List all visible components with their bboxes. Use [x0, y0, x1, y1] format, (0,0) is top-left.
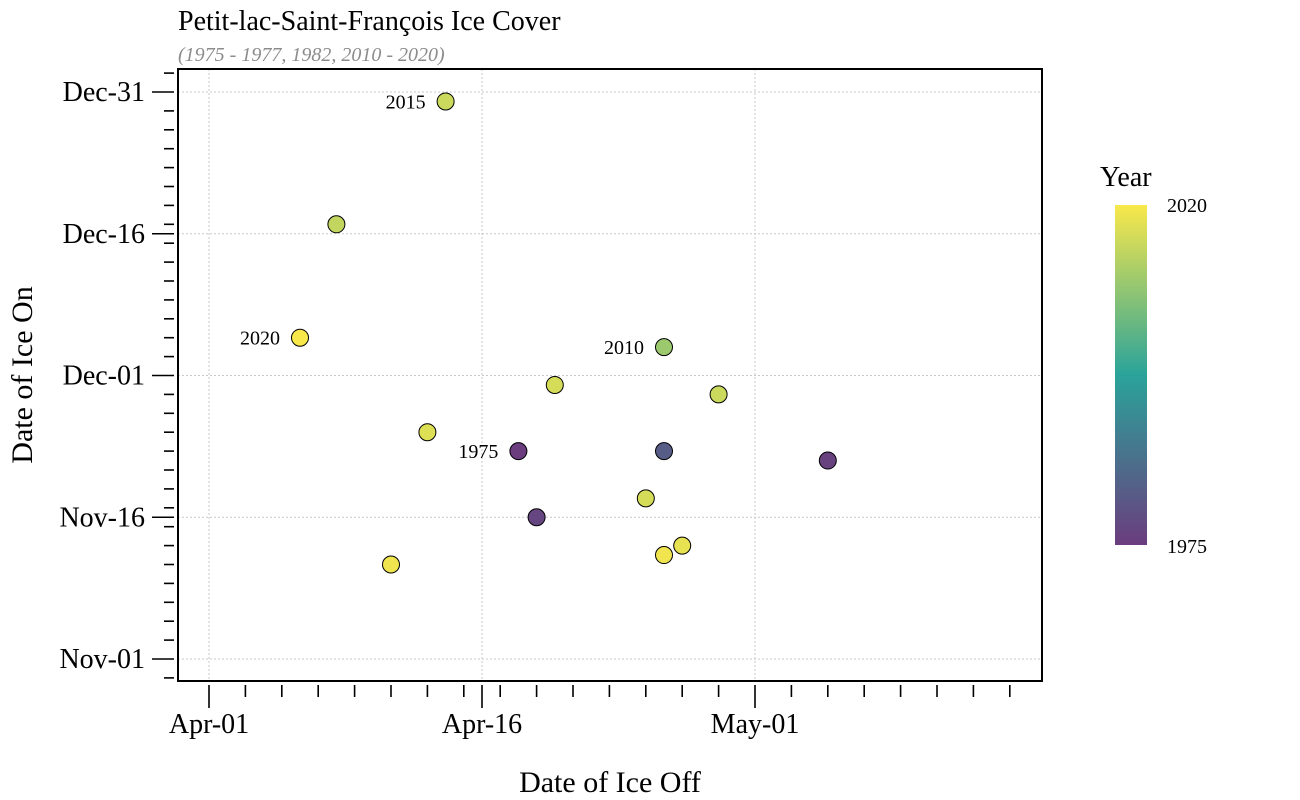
- data-point: [436, 92, 455, 111]
- data-point: [655, 546, 673, 565]
- legend-title: Year: [1100, 162, 1152, 193]
- data-point: [509, 442, 528, 461]
- point-label: 2015: [386, 91, 426, 113]
- data-point: [545, 375, 564, 394]
- y-tick-label: Nov-01: [59, 644, 145, 675]
- y-axis-title: Date of Ice On: [6, 286, 39, 463]
- axis-ticks: [152, 72, 1011, 708]
- x-tick-label: Apr-01: [169, 709, 249, 740]
- plot-panel: [177, 68, 1043, 682]
- data-point: [673, 536, 692, 555]
- chart-subtitle: (1975 - 1977, 1982, 2010 - 2020): [178, 44, 445, 66]
- legend-max-label: 2020: [1167, 195, 1207, 217]
- data-points: [291, 92, 837, 574]
- data-point: [291, 328, 309, 347]
- data-point: [636, 489, 655, 508]
- data-point: [527, 508, 546, 527]
- y-tick-label: Dec-31: [63, 77, 145, 108]
- data-point: [655, 338, 673, 357]
- chart-title: Petit-lac-Saint-François Ice Cover: [178, 6, 561, 37]
- y-tick-label: Dec-01: [63, 361, 145, 392]
- data-point: [818, 451, 837, 470]
- data-point: [382, 555, 400, 574]
- data-point: [655, 442, 673, 461]
- color-legend: Year 2020 1975: [1100, 162, 1207, 558]
- point-label: 2010: [604, 337, 644, 359]
- point-labels: 2015 2020 2010 1975: [240, 91, 644, 463]
- point-label: 2020: [240, 328, 280, 350]
- y-tick-label: Nov-16: [59, 502, 145, 533]
- x-axis-title: Date of Ice Off: [519, 766, 701, 799]
- x-axis-tick-labels: Apr-01 Apr-16 May-01: [169, 709, 799, 740]
- y-tick-label: Dec-16: [63, 219, 145, 250]
- grid-lines: [178, 69, 1042, 681]
- data-point: [327, 215, 346, 234]
- legend-colorbar: [1115, 205, 1147, 545]
- y-axis-tick-labels: Dec-31 Dec-16 Dec-01 Nov-16 Nov-01: [59, 77, 145, 675]
- x-tick-label: May-01: [711, 709, 800, 740]
- x-tick-label: Apr-16: [442, 709, 522, 740]
- data-point: [709, 385, 728, 404]
- data-point: [418, 423, 437, 442]
- point-label: 1975: [458, 441, 498, 463]
- legend-min-label: 1975: [1167, 536, 1207, 558]
